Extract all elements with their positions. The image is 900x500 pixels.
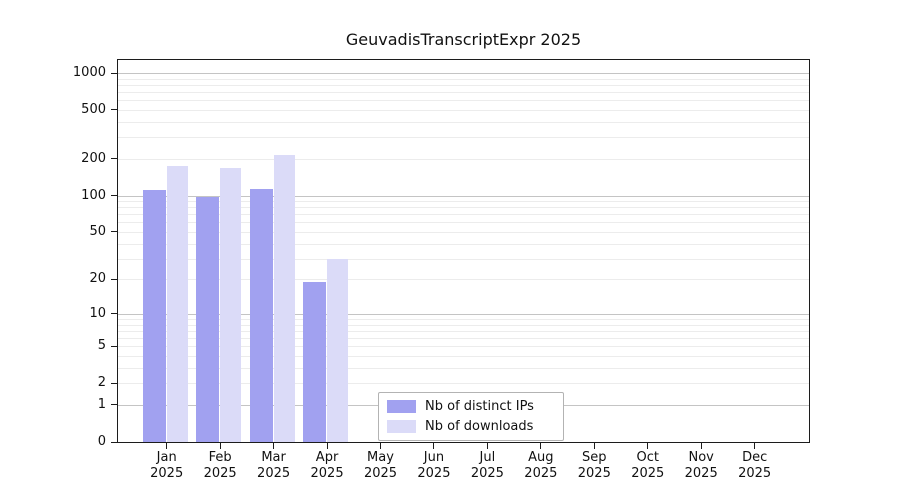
x-tick-5: [380, 442, 381, 449]
x-tick-label-may-2025: May 2025: [363, 450, 398, 481]
y-tick-label-50: 50: [89, 223, 106, 239]
gridline-minor-3: [118, 367, 809, 369]
y-tick-label-2: 2: [97, 375, 106, 391]
bar-feb-2025-series1: [220, 167, 242, 442]
x-tick-2: [219, 442, 221, 449]
y-tick-10: [111, 313, 117, 315]
y-tick-label-1: 1: [97, 396, 106, 412]
gridline-minor-70: [118, 214, 809, 216]
y-tick-label-5: 5: [97, 338, 106, 354]
x-tick-label-oct-2025: Oct 2025: [631, 450, 665, 481]
gridline-minor-200: [118, 158, 809, 160]
gridline-minor-30: [118, 258, 809, 260]
y-tick-2: [111, 382, 117, 384]
legend-label-downloads: Nb of downloads: [425, 418, 534, 434]
gridline-minor-4: [118, 356, 809, 358]
x-tick-label-dec-2025: Dec 2025: [738, 450, 772, 481]
x-tick-8: [540, 442, 542, 449]
bar-mar-2025-series0: [249, 189, 273, 442]
plot-area: [117, 59, 810, 443]
gridline-minor-900: [118, 78, 809, 80]
bar-mar-2025-series1: [273, 155, 295, 442]
x-tick-label-aug-2025: Aug 2025: [524, 450, 558, 481]
y-tick-label-10: 10: [89, 305, 106, 321]
y-tick-label-20: 20: [89, 271, 106, 287]
bar-apr-2025-series1: [327, 258, 349, 442]
x-tick-7: [486, 442, 488, 449]
gridline-minor-5: [118, 346, 809, 348]
x-tick-label-jun-2025: Jun 2025: [417, 450, 451, 481]
y-tick-50: [111, 231, 117, 233]
gridline-minor-300: [118, 137, 809, 139]
gridline-minor-50: [118, 231, 809, 233]
x-tick-label-nov-2025: Nov 2025: [684, 450, 718, 481]
legend-item-downloads: Nb of downloads: [387, 419, 555, 434]
gridline-major-1000: [118, 73, 809, 74]
legend-swatch-distinct-ips-icon: [387, 400, 416, 414]
x-tick-11: [700, 442, 702, 449]
y-tick-0: [111, 441, 117, 443]
x-tick-10: [647, 442, 649, 449]
y-tick-100: [111, 195, 117, 196]
gridline-minor-7: [118, 330, 809, 332]
gridline-minor-600: [118, 100, 809, 102]
gridline-minor-60: [118, 222, 809, 224]
y-tick-20: [111, 278, 117, 280]
x-tick-3: [273, 442, 275, 449]
y-tick-200: [111, 158, 117, 160]
x-tick-6: [433, 442, 435, 449]
legend-label-distinct-ips: Nb of distinct IPs: [425, 399, 534, 415]
x-tick-label-jul-2025: Jul 2025: [470, 450, 504, 481]
gridline-minor-9: [118, 319, 809, 321]
y-tick-label-200: 200: [81, 150, 106, 166]
gridline-minor-8: [118, 324, 809, 326]
x-tick-label-sep-2025: Sep 2025: [577, 450, 611, 481]
bar-feb-2025-series0: [196, 196, 220, 442]
chart-title: GeuvadisTranscriptExpr 2025: [345, 30, 582, 49]
gridline-minor-2: [118, 383, 809, 385]
y-tick-1000: [111, 72, 117, 74]
x-tick-label-apr-2025: Apr 2025: [310, 450, 344, 481]
bar-jan-2025-series1: [166, 165, 188, 442]
x-tick-4: [326, 442, 328, 449]
x-tick-label-mar-2025: Mar 2025: [257, 450, 291, 481]
bar-apr-2025-series0: [303, 281, 327, 442]
gridline-minor-80: [118, 207, 809, 209]
gridline-minor-500: [118, 109, 809, 111]
gridline-minor-40: [118, 243, 809, 245]
gridline-major-10: [118, 313, 809, 315]
gridline-minor-20: [118, 279, 809, 281]
gridline-minor-400: [118, 121, 809, 123]
y-tick-label-1000: 1000: [72, 65, 106, 80]
legend-item-distinct-ips: Nb of distinct IPs: [387, 399, 555, 414]
x-tick-9: [593, 442, 595, 449]
y-tick-500: [111, 109, 117, 111]
gridline-minor-700: [118, 92, 809, 94]
legend: Nb of distinct IPs Nb of downloads: [378, 392, 564, 441]
y-tick-5: [111, 345, 117, 347]
bar-jan-2025-series0: [142, 190, 166, 442]
y-tick-label-0: 0: [97, 434, 106, 449]
gridline-minor-800: [118, 84, 809, 86]
gridline-minor-90: [118, 201, 809, 203]
x-tick-label-jan-2025: Jan 2025: [150, 450, 184, 481]
x-tick-label-feb-2025: Feb 2025: [203, 450, 237, 481]
gridline-minor-6: [118, 338, 809, 340]
y-tick-label-100: 100: [81, 187, 106, 203]
legend-swatch-downloads-icon: [387, 419, 416, 433]
y-tick-1: [111, 404, 117, 406]
x-tick-1: [166, 442, 168, 449]
gridline-major-100: [118, 195, 809, 197]
x-tick-12: [754, 442, 756, 449]
y-tick-label-500: 500: [81, 101, 106, 117]
